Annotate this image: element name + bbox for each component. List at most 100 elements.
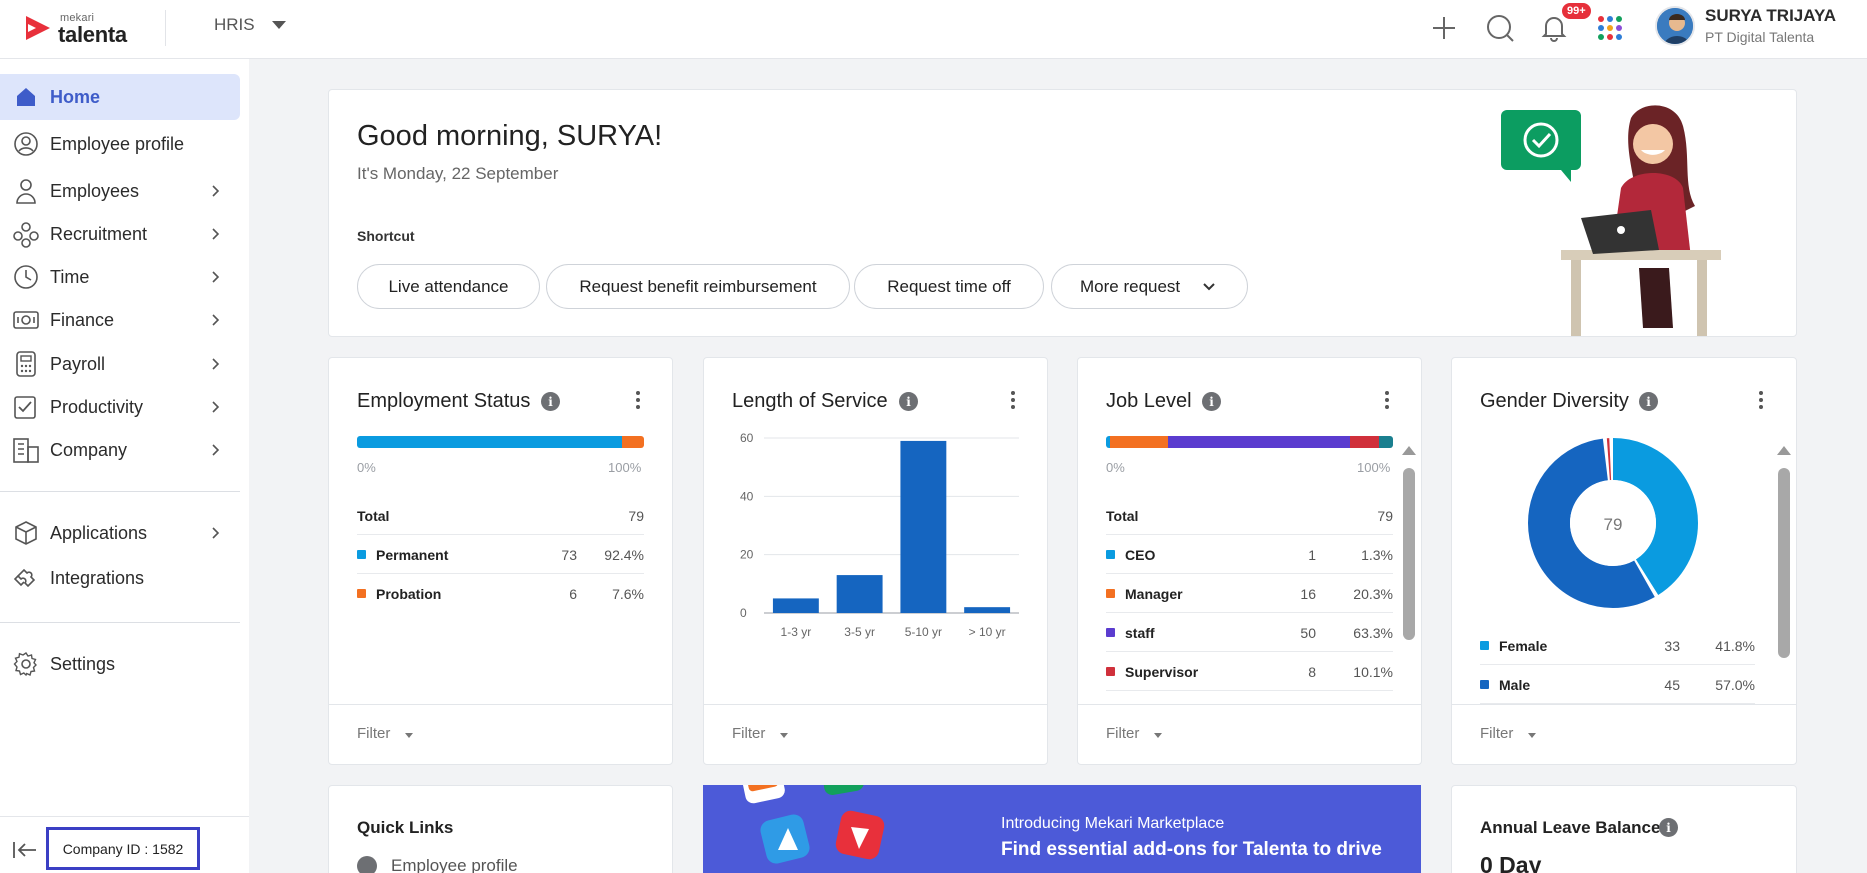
- gear-icon: [12, 650, 40, 678]
- x-tick-label: 5-10 yr: [905, 625, 942, 639]
- info-icon[interactable]: i: [1639, 392, 1658, 411]
- total-label: Total: [357, 508, 390, 524]
- legend-swatch: [1106, 589, 1115, 598]
- donut-slice[interactable]: [1528, 438, 1698, 608]
- bar[interactable]: [964, 607, 1011, 613]
- more-options-icon[interactable]: [1003, 388, 1023, 412]
- chevron-down-icon: [405, 733, 413, 738]
- donut-hole: [1570, 480, 1656, 566]
- calculator-icon: [12, 350, 40, 378]
- widget-title: Length of Service: [732, 390, 888, 412]
- more-request-button[interactable]: More request: [1051, 264, 1248, 309]
- chevron-right-icon: [212, 228, 220, 240]
- legend-swatch: [1106, 628, 1115, 637]
- scrollbar[interactable]: [1777, 446, 1791, 696]
- row-percent: 20.3%: [1353, 586, 1393, 602]
- marketplace-banner[interactable]: Introducing Mekari Marketplace Find esse…: [703, 785, 1421, 873]
- bar-segment-permanent: [357, 436, 623, 448]
- clock-icon: [12, 263, 40, 291]
- filter-dropdown[interactable]: Filter: [732, 725, 766, 742]
- sidebar-item-time[interactable]: Time: [0, 254, 240, 300]
- plus-icon[interactable]: [1426, 10, 1462, 46]
- chevron-down-icon[interactable]: [272, 21, 286, 29]
- gender-donut-chart: 79: [1528, 438, 1698, 608]
- scroll-up-icon[interactable]: [1777, 446, 1791, 455]
- info-icon[interactable]: i: [1659, 818, 1678, 837]
- sidebar-item-recruitment[interactable]: Recruitment: [0, 211, 240, 257]
- scrollbar[interactable]: [1402, 446, 1416, 696]
- user-circle-icon: [357, 856, 377, 873]
- scroll-up-icon[interactable]: [1402, 446, 1416, 455]
- more-options-icon[interactable]: [628, 388, 648, 412]
- scroll-thumb[interactable]: [1403, 468, 1415, 640]
- y-tick-label: 40: [740, 489, 754, 503]
- info-icon[interactable]: i: [541, 392, 560, 411]
- annual-leave-card: Annual Leave Balance i 0 Day: [1451, 785, 1797, 873]
- filter-dropdown[interactable]: Filter: [1106, 725, 1140, 742]
- user-name[interactable]: SURYA TRIJAYA: [1705, 6, 1837, 25]
- axis-min-label: 0%: [357, 460, 376, 475]
- bar[interactable]: [900, 440, 947, 613]
- live-attendance-button[interactable]: Live attendance: [357, 264, 540, 309]
- search-icon[interactable]: [1482, 10, 1518, 46]
- sidebar-divider: [0, 491, 240, 492]
- widget-title: Employment Status: [357, 390, 531, 412]
- avatar[interactable]: [1655, 6, 1695, 46]
- sidebar-item-label: Home: [50, 86, 101, 107]
- talenta-logo[interactable]: mekari talenta: [26, 12, 146, 48]
- sidebar-item-company[interactable]: Company: [0, 427, 240, 473]
- sidebar-item-label: Time: [50, 266, 90, 287]
- scroll-thumb[interactable]: [1778, 468, 1790, 658]
- sidebar-item-label: Recruitment: [50, 223, 148, 244]
- bar-segment-probation: [622, 436, 644, 448]
- sidebar-item-payroll[interactable]: Payroll: [0, 341, 240, 387]
- donut-slice[interactable]: [1528, 438, 1698, 608]
- request-time-off-button[interactable]: Request time off: [854, 264, 1044, 309]
- sidebar-item-label: Applications: [50, 522, 148, 543]
- user-company: PT Digital Talenta: [1705, 29, 1815, 45]
- widget-title: Gender Diversity: [1480, 390, 1629, 412]
- module-switcher[interactable]: HRIS: [214, 15, 255, 34]
- more-options-icon[interactable]: [1751, 388, 1771, 412]
- filter-dropdown[interactable]: Filter: [1480, 725, 1514, 742]
- row-count: 1: [1308, 547, 1316, 563]
- sidebar-item-home[interactable]: Home: [0, 74, 240, 120]
- top-divider: [165, 10, 166, 46]
- filter-dropdown[interactable]: Filter: [357, 725, 391, 742]
- more-options-icon[interactable]: [1377, 388, 1397, 412]
- employment-status-card: Employment Status i 0% 100% Total 79 Per…: [328, 357, 673, 765]
- total-value: 79: [1377, 508, 1393, 524]
- person-icon: [12, 177, 40, 205]
- sidebar-item-settings[interactable]: Settings: [0, 641, 240, 687]
- request-benefit-reimbursement-button[interactable]: Request benefit reimbursement: [546, 264, 850, 309]
- collapse-sidebar-icon[interactable]: [12, 840, 38, 860]
- chevron-right-icon: [212, 444, 220, 456]
- table-row: Supervisor 8 10.1%: [1106, 652, 1393, 691]
- total-label: Total: [1106, 508, 1139, 524]
- sidebar-item-label: Company: [50, 439, 128, 460]
- total-value: 79: [628, 508, 644, 524]
- money-icon: [12, 306, 40, 334]
- sidebar-item-integrations[interactable]: Integrations: [0, 555, 240, 601]
- sidebar-item-productivity[interactable]: Productivity: [0, 384, 240, 430]
- apps-grid-icon[interactable]: [1592, 10, 1628, 46]
- legend-swatch: [1480, 641, 1489, 650]
- sidebar-item-applications[interactable]: Applications: [0, 510, 240, 556]
- bell-icon[interactable]: [1536, 10, 1572, 46]
- sidebar-item-employees[interactable]: Employees: [0, 168, 240, 214]
- checklist-icon: [12, 393, 40, 421]
- total-row: Total 79: [357, 496, 644, 535]
- sidebar-item-finance[interactable]: Finance: [0, 297, 240, 343]
- info-icon[interactable]: i: [1202, 392, 1221, 411]
- bar[interactable]: [836, 575, 883, 613]
- bar[interactable]: [772, 598, 819, 613]
- info-icon[interactable]: i: [899, 392, 918, 411]
- sidebar-divider: [0, 622, 240, 623]
- sidebar-item-label: Employee profile: [50, 133, 185, 154]
- legend-swatch: [357, 589, 366, 598]
- chevron-right-icon: [212, 271, 220, 283]
- widget-footer: Filter: [1078, 704, 1421, 764]
- axis-max-label: 100%: [608, 460, 642, 475]
- sidebar-item-employee-profile[interactable]: Employee profile: [0, 121, 240, 167]
- quick-link-employee-profile[interactable]: Employee profile: [391, 856, 518, 873]
